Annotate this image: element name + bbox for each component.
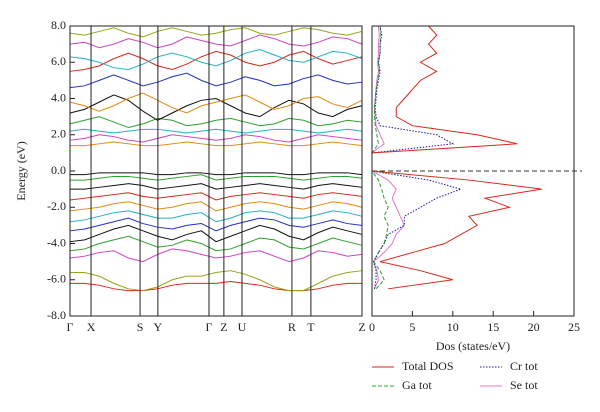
band xyxy=(69,217,363,232)
band xyxy=(70,270,363,292)
band xyxy=(69,50,363,72)
band xyxy=(69,72,363,89)
plot-frame xyxy=(69,25,363,317)
band xyxy=(70,172,363,176)
x-tick-label: 0 xyxy=(369,320,375,334)
x-tick-label: Γ xyxy=(206,320,213,334)
y-tick-label: 8.0 xyxy=(51,18,66,32)
band xyxy=(69,248,363,263)
y-axis-label: Energy (eV) xyxy=(14,141,28,200)
x-tick-label: Y xyxy=(154,320,163,334)
band xyxy=(70,141,363,147)
x-tick-label: T xyxy=(307,320,315,334)
y-tick-label: 4.0 xyxy=(51,90,66,104)
x-tick-label: X xyxy=(87,320,96,334)
y-tick-label: -2.0 xyxy=(47,199,66,213)
band xyxy=(70,183,363,190)
legend-label: Se tot xyxy=(510,378,538,392)
band xyxy=(69,134,363,143)
dos-curve xyxy=(371,25,463,289)
x-tick-label: Z xyxy=(358,320,365,334)
y-tick-label: -6.0 xyxy=(47,272,66,286)
band xyxy=(69,92,363,114)
x-tick-label: Z xyxy=(220,320,227,334)
band xyxy=(69,224,363,243)
x-tick-label: 25 xyxy=(568,320,580,334)
legend-label: Total DOS xyxy=(402,359,454,373)
y-tick-label: -4.0 xyxy=(47,235,66,249)
band xyxy=(69,94,363,121)
dos-curve xyxy=(371,25,542,290)
band xyxy=(70,174,363,181)
x-axis-label: Dos (states/eV) xyxy=(436,339,510,353)
x-tick-label: U xyxy=(238,320,247,334)
band xyxy=(69,201,363,212)
y-tick-label: 0.0 xyxy=(51,163,66,177)
x-tick-label: R xyxy=(288,320,296,334)
y-tick-label: -8.0 xyxy=(47,308,66,322)
x-tick-label: 20 xyxy=(528,320,540,334)
band xyxy=(69,235,363,252)
band xyxy=(70,281,362,292)
band xyxy=(69,116,363,129)
band xyxy=(69,34,363,49)
x-tick-label: S xyxy=(137,320,144,334)
legend-label: Ga tot xyxy=(402,378,432,392)
band xyxy=(69,49,363,71)
band xyxy=(69,27,363,38)
dos-curve xyxy=(371,25,405,290)
x-tick-label: Γ xyxy=(67,320,74,334)
x-tick-label: 5 xyxy=(409,320,415,334)
legend-label: Cr tot xyxy=(510,359,538,373)
band xyxy=(69,128,363,134)
x-tick-label: 15 xyxy=(487,320,499,334)
x-tick-label: 10 xyxy=(447,320,459,334)
y-tick-label: 2.0 xyxy=(51,127,66,141)
dos-curve xyxy=(371,25,389,290)
y-tick-label: 6.0 xyxy=(51,54,66,68)
band xyxy=(69,210,363,223)
band xyxy=(69,192,363,201)
plot-frame xyxy=(371,25,575,317)
